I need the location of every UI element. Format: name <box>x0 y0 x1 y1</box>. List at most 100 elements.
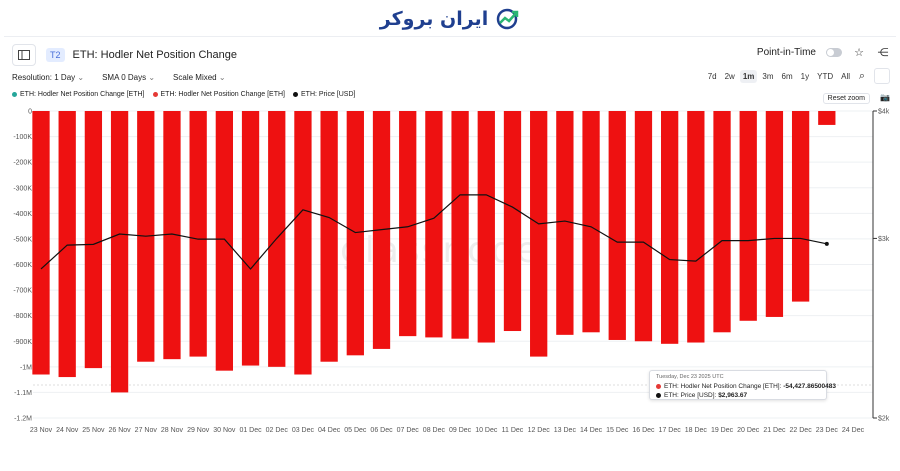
x-tick-label: 23 Nov <box>30 427 53 434</box>
x-tick-label: 24 Dec <box>842 427 865 434</box>
legend-item-price[interactable]: ETH: Price [USD] <box>293 91 355 98</box>
bar <box>530 111 548 357</box>
resolution-select[interactable]: Resolution: 1 Day <box>12 73 84 82</box>
legend-dot <box>152 91 158 97</box>
bar <box>765 111 784 317</box>
x-tick-label: 09 Dec <box>449 427 472 434</box>
range-2w[interactable]: 2w <box>724 71 735 81</box>
bar <box>215 111 233 371</box>
camera-icon[interactable]: 📷 <box>880 93 890 102</box>
bar <box>818 111 836 125</box>
price-line <box>40 194 827 270</box>
bar <box>84 111 103 369</box>
share-icon[interactable]: ⋲ <box>877 46 889 59</box>
x-tick-label: 26 Nov <box>108 427 131 434</box>
y-tick-label-left: -200K <box>13 160 32 167</box>
tooltip-dot <box>656 383 661 389</box>
sidebar-icon <box>18 50 30 60</box>
brand-text: ایران بروکر <box>379 8 489 30</box>
bar <box>661 111 679 344</box>
legend-label: ETH: Price [USD] <box>301 91 356 98</box>
legend-item-hodler-green[interactable]: ETH: Hodler Net Position Change [ETH] <box>12 91 145 98</box>
bar <box>320 111 338 362</box>
x-tick-label: 03 Dec <box>292 427 315 434</box>
tooltip-dot <box>656 392 661 398</box>
x-tick-label: 08 Dec <box>423 427 446 434</box>
range-7d[interactable]: 7d <box>707 71 717 81</box>
tooltip-value: $2,963.67 <box>718 392 748 399</box>
bar <box>32 111 50 375</box>
x-tick-label: 18 Dec <box>685 427 708 434</box>
bar <box>425 111 443 338</box>
calendar-icon[interactable] <box>874 68 890 84</box>
chart-controls: Resolution: 1 Day SMA 0 Days Scale Mixed… <box>12 68 890 84</box>
x-tick-label: 17 Dec <box>659 427 682 434</box>
tooltip-value: -54,427.86500483 <box>783 383 837 390</box>
x-tick-label: 24 Nov <box>56 427 79 434</box>
sidebar-toggle-button[interactable] <box>12 44 36 66</box>
x-tick-label: 30 Nov <box>213 427 236 434</box>
page-title: ETH: Hodler Net Position Change <box>72 49 237 61</box>
x-tick-label: 29 Nov <box>187 427 210 434</box>
y-tick-label-right: $3k <box>878 236 890 243</box>
x-tick-label: 07 Dec <box>397 427 420 434</box>
reset-zoom-button[interactable]: Reset zoom <box>822 93 870 104</box>
range-6m[interactable]: 6m <box>781 71 793 81</box>
bar <box>241 111 260 366</box>
bar <box>346 111 364 356</box>
x-tick-label: 14 Dec <box>580 427 603 434</box>
range-1m[interactable]: 1m <box>739 69 758 83</box>
range-3m[interactable]: 3m <box>762 71 774 81</box>
tooltip-label: ETH: Hodler Net Position Change [ETH]: <box>664 383 782 390</box>
x-tick-label: 27 Nov <box>135 427 158 434</box>
bar <box>477 111 495 343</box>
y-tick-label-left: -900K <box>13 339 32 346</box>
y-tick-label-left: -1.2M <box>14 416 32 423</box>
legend-label: ETH: Hodler Net Position Change [ETH] <box>20 91 145 98</box>
x-tick-label: 10 Dec <box>475 427 498 434</box>
scale-select[interactable]: Scale Mixed <box>173 73 226 82</box>
star-icon[interactable]: ☆ <box>854 46 864 59</box>
x-tick-label: 05 Dec <box>344 427 367 434</box>
sma-select[interactable]: SMA 0 Days <box>102 73 155 82</box>
range-1y[interactable]: 1y <box>800 71 810 81</box>
y-tick-label-left: -400K <box>13 211 32 218</box>
x-tick-label: 13 Dec <box>554 427 577 434</box>
y-tick-label-left: -700K <box>13 288 32 295</box>
bar <box>503 111 522 332</box>
chart-tooltip: Tuesday, Dec 23 2025 UTC ETH: Hodler Net… <box>649 370 836 400</box>
x-tick-label: 19 Dec <box>711 427 734 434</box>
y-tick-label-left: -500K <box>13 236 32 243</box>
chart-header: T2 ETH: Hodler Net Position Change Point… <box>12 43 890 67</box>
x-tick-label: 28 Nov <box>161 427 184 434</box>
brand-logo: ایران بروکر <box>0 0 900 38</box>
legend-dot <box>293 91 298 97</box>
y-tick-label-left: -1.1M <box>14 390 32 397</box>
price-point <box>824 241 829 246</box>
point-in-time-toggle[interactable] <box>826 47 842 57</box>
y-tick-label-left: -800K <box>13 313 32 320</box>
range-all[interactable]: All <box>841 71 850 81</box>
x-tick-label: 25 Nov <box>82 427 105 434</box>
bar <box>399 111 417 337</box>
bar <box>608 111 626 340</box>
bar <box>713 111 731 333</box>
range-ytd[interactable]: YTD <box>817 71 834 81</box>
y-tick-label-left: -100K <box>13 134 32 141</box>
legend-item-hodler-red[interactable]: ETH: Hodler Net Position Change [ETH] <box>152 91 285 98</box>
legend-dot <box>12 91 17 97</box>
bar <box>294 111 312 375</box>
x-tick-label: 12 Dec <box>528 427 551 434</box>
point-in-time-label: Point-in-Time <box>756 46 816 58</box>
tooltip-row-hodler: ETH: Hodler Net Position Change [ETH]: -… <box>656 382 836 391</box>
bar <box>58 111 76 378</box>
chart-legend: ETH: Hodler Net Position Change [ETH] ET… <box>12 91 355 98</box>
zoom-range-icon[interactable]: ⌕ <box>858 69 866 82</box>
x-tick-label: 23 Dec <box>816 427 839 434</box>
tooltip-row-price: ETH: Price [USD]: $2,963.67 <box>656 391 820 400</box>
y-tick-label-right: $2k <box>878 416 890 423</box>
bar <box>189 111 207 357</box>
x-tick-label: 15 Dec <box>606 427 629 434</box>
tooltip-label: ETH: Price [USD]: <box>664 392 717 399</box>
chart-card: T2 ETH: Hodler Net Position Change Point… <box>4 36 896 471</box>
